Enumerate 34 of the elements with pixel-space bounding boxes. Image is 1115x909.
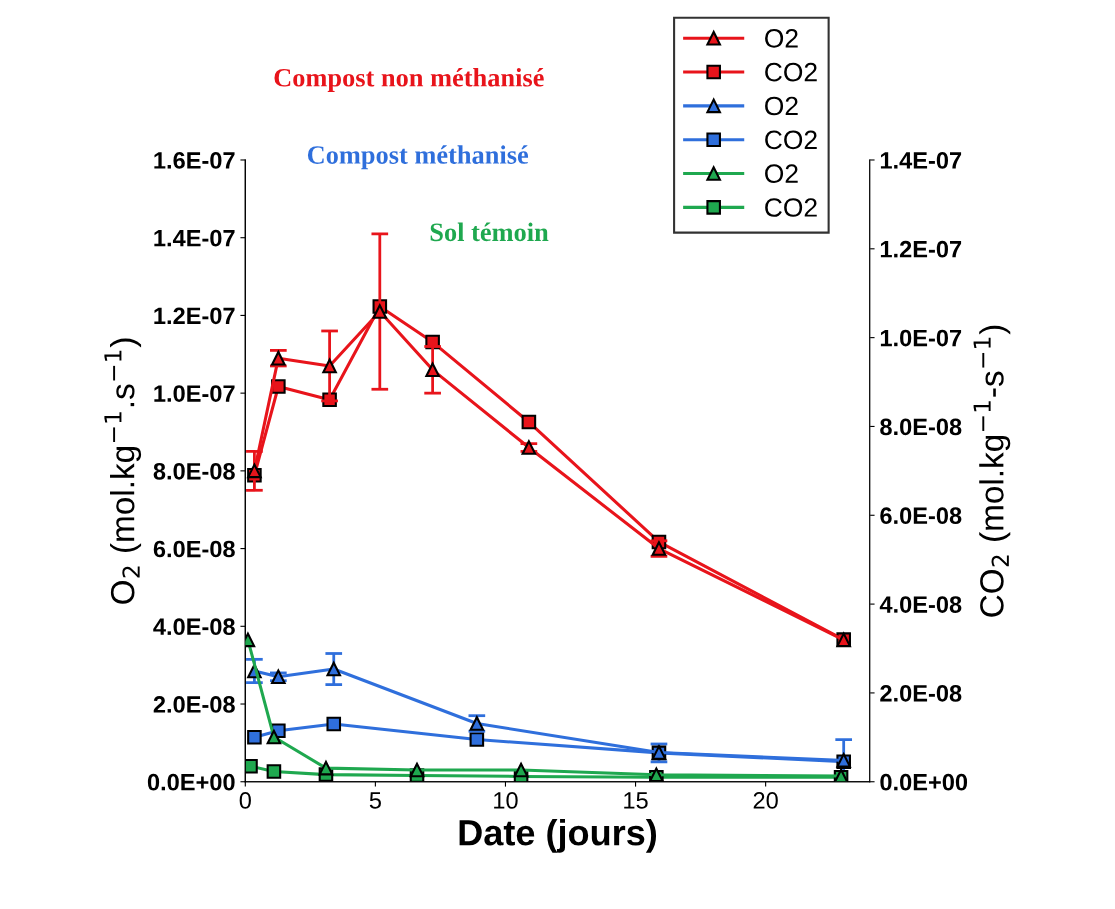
y2-axis-title: CO$_{2}$ (mol.kg$^{−1}$-s$^{−1}$) xyxy=(973,325,1011,617)
y-tick-label: 1.2E-07 xyxy=(154,307,235,325)
annotation: Sol témoin xyxy=(430,222,549,242)
text: Compost non méthanisé xyxy=(274,68,544,92)
legend-label: O2 xyxy=(765,28,798,48)
y-tick-label: 1.4E-07 xyxy=(154,229,235,247)
y2-tick-label: 1.0E-07 xyxy=(880,329,962,347)
y-tick-label: 4.0E-08 xyxy=(153,618,235,636)
y-tick-label: 0.0E+00 xyxy=(147,773,235,791)
legend-label: CO2 xyxy=(765,130,817,150)
y-axis-title: O$_{2}$ (mol.kg$^{−1}$.s$^{−1}$) xyxy=(104,338,142,604)
y2-tick-label: 6.0E-08 xyxy=(880,507,962,525)
y2-tick-label: 8.0E-08 xyxy=(880,418,962,436)
x-tick-label: 5 xyxy=(369,792,381,809)
x-tick-label: 10 xyxy=(494,792,518,809)
y2-tick-label: 0.0E+00 xyxy=(880,773,968,791)
y-tick-label: 6.0E-08 xyxy=(153,540,235,558)
legend-label: O2 xyxy=(765,164,798,184)
y-tick-label: 1.6E-07 xyxy=(154,152,235,169)
x-tick-label: 15 xyxy=(624,792,648,809)
y2-tick-label: 4.0E-08 xyxy=(879,596,962,613)
legend-label: O2 xyxy=(765,96,798,116)
y-tick-label: 2.0E-08 xyxy=(153,696,235,713)
y-tick-label: 1.0E-07 xyxy=(154,385,235,402)
x-tick-label: 0 xyxy=(239,792,251,809)
annotation: Compost méthanisé xyxy=(307,145,529,170)
x-tick-label: 20 xyxy=(753,792,778,809)
y2-tick-label: 2.0E-08 xyxy=(880,684,962,702)
legend-label: CO2 xyxy=(765,62,817,82)
legend-label: CO2 xyxy=(765,198,817,217)
x-axis-title: Date (jours) xyxy=(459,819,657,853)
y-tick-label: 8.0E-08 xyxy=(153,462,235,480)
y2-tick-label: 1.2E-07 xyxy=(880,240,962,258)
y2-tick-label: 1.4E-07 xyxy=(880,152,962,169)
